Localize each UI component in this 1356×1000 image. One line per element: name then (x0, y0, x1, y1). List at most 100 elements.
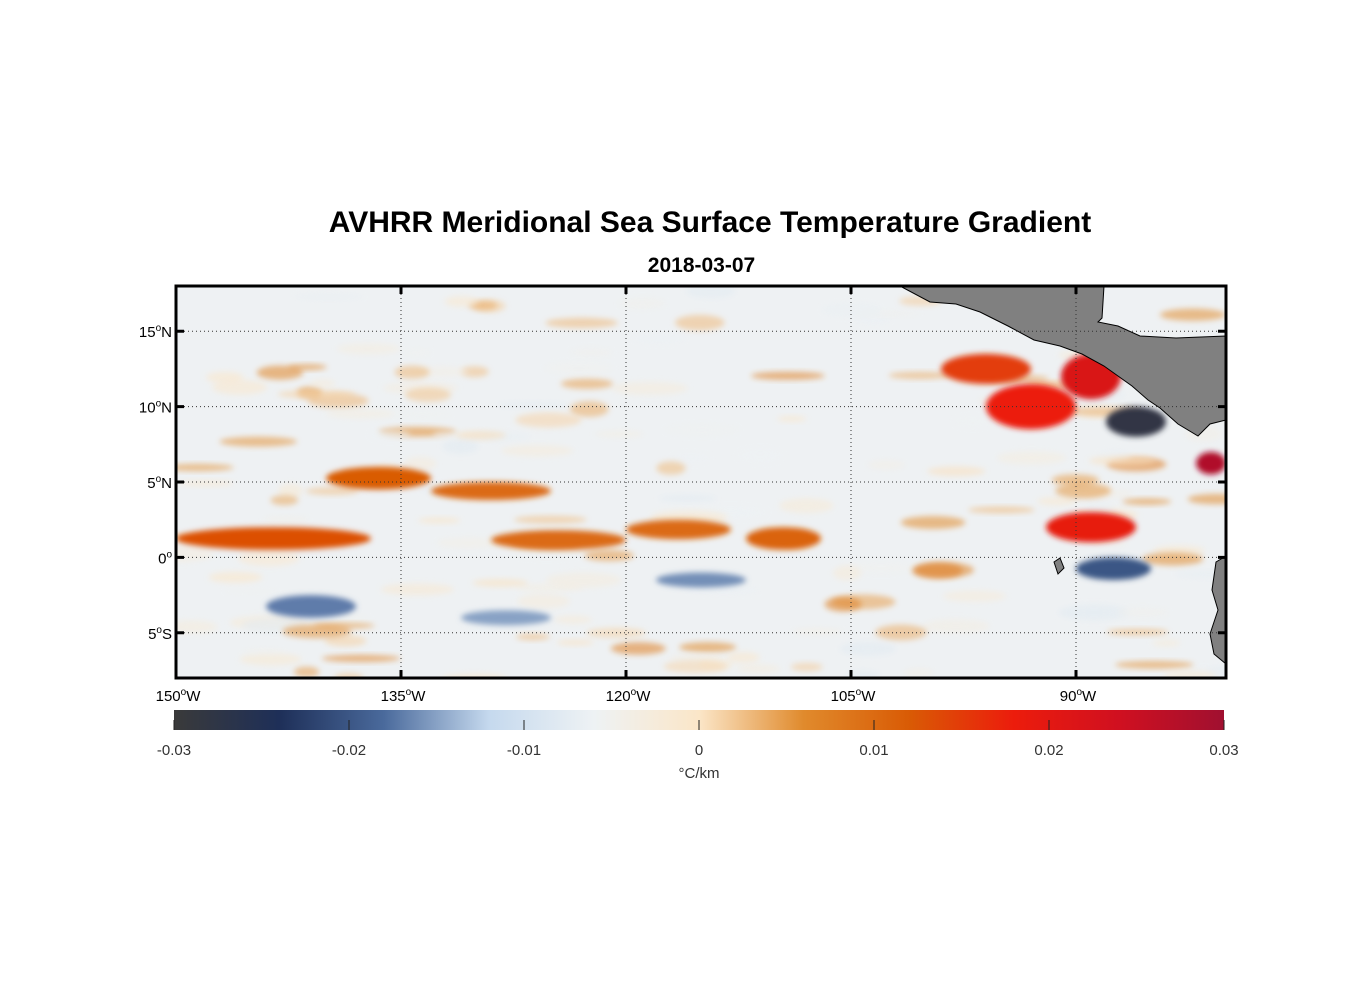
texture-blob (556, 639, 594, 646)
texture-blob (1037, 497, 1076, 506)
warm-gradient-band (176, 527, 371, 550)
colorbar-unit-label: °C/km (679, 765, 720, 782)
texture-blob (656, 461, 686, 475)
texture-blob (658, 494, 717, 502)
texture-blob (1051, 474, 1100, 486)
texture-blob (1152, 639, 1181, 647)
latitude-labels: 15oN 10oN 5oN 0o 5oS (139, 323, 173, 643)
colorbar-tick-label: -0.02 (332, 742, 366, 759)
texture-blob (403, 456, 437, 471)
texture-blob (369, 429, 411, 441)
texture-blob (1116, 607, 1169, 618)
texture-blob (237, 550, 300, 567)
texture-blob (560, 378, 614, 389)
texture-blob (270, 495, 299, 506)
texture-blob (822, 302, 882, 318)
texture-blob (454, 430, 506, 440)
texture-blob (736, 664, 781, 673)
texture-blob (545, 572, 622, 588)
texture-blob (277, 389, 356, 399)
texture-blob (1115, 660, 1194, 669)
texture-blob (256, 365, 304, 380)
texture-blob (1187, 493, 1226, 505)
colorbar-tick-label: 0.02 (1034, 742, 1063, 759)
texture-blob (727, 652, 760, 663)
texture-blob (1058, 604, 1130, 621)
texture-blob (444, 296, 479, 307)
texture-blob (911, 562, 963, 579)
texture-blob (675, 314, 725, 331)
texture-blob (968, 506, 1035, 514)
texture-blob (1162, 670, 1218, 678)
gradient-feature-layer (176, 353, 1226, 626)
texture-blob (792, 627, 843, 635)
texture-blob (242, 648, 284, 655)
cold-gradient-band (1076, 557, 1151, 580)
warm-gradient-band (491, 530, 626, 550)
texture-blob (875, 624, 927, 641)
warm-gradient-band (941, 353, 1031, 384)
longitude-label: 135oW (381, 687, 427, 705)
cold-gradient-band (266, 595, 356, 618)
texture-blob (750, 371, 825, 380)
texture-blob (224, 588, 277, 595)
latitude-label: 15oN (139, 323, 172, 341)
texture-blob (466, 624, 501, 635)
texture-blob (206, 371, 244, 384)
texture-blob (777, 415, 807, 422)
colorbar-tick-label: -0.01 (507, 742, 541, 759)
texture-blob (305, 487, 359, 495)
texture-blob (432, 431, 459, 440)
texture-blob (841, 562, 922, 574)
texture-blob (569, 347, 613, 358)
texture-blob (212, 379, 268, 395)
texture-blob (888, 371, 952, 380)
texture-blob (325, 409, 395, 419)
texture-blob (404, 387, 452, 402)
texture-blob (942, 590, 1007, 602)
texture-blob (336, 343, 400, 355)
texture-blob (846, 670, 881, 678)
cold-gradient-band (1106, 406, 1166, 437)
warm-gradient-band (746, 527, 821, 550)
texture-blob (324, 635, 367, 647)
texture-blob (545, 317, 618, 328)
texture-blob (664, 424, 740, 436)
latitude-label: 5oN (147, 474, 172, 492)
texture-blob (824, 596, 862, 612)
texture-blob (996, 451, 1067, 465)
texture-blob (737, 448, 784, 463)
map-frame (174, 284, 1228, 680)
texture-blob (954, 416, 992, 428)
texture-blob (1055, 483, 1112, 499)
texture-blob (633, 333, 686, 344)
texture-blob (460, 366, 489, 378)
warm-gradient-band (1196, 451, 1226, 475)
texture-blob (927, 466, 986, 477)
chart-subtitle: 2018-03-07 (647, 254, 756, 277)
texture-blob (672, 453, 710, 464)
colorbar-tick-label: 0.03 (1209, 742, 1238, 759)
texture-blob (176, 463, 234, 472)
warm-gradient-band (1046, 512, 1136, 543)
texture-blob (263, 516, 309, 523)
chart-title: AVHRR Meridional Sea Surface Temperature… (328, 206, 1092, 239)
texture-blob (310, 379, 336, 388)
land-south-america (1209, 555, 1226, 665)
texture-blob (501, 444, 574, 457)
land-central-america (899, 286, 1226, 437)
texture-blob (1088, 456, 1156, 466)
latitude-label: 0o (158, 549, 172, 567)
texture-blob (515, 633, 550, 641)
cold-gradient-band (656, 572, 746, 588)
warm-gradient-band (986, 384, 1076, 430)
texture-blob (239, 653, 302, 666)
texture-blob (513, 515, 587, 524)
texture-blob (832, 565, 862, 581)
longitude-label: 90oW (1060, 687, 1097, 705)
colorbar-tick-label: 0.01 (859, 742, 888, 759)
texture-blob (515, 412, 582, 428)
texture-blob (219, 436, 297, 447)
texture-blob (618, 297, 667, 310)
